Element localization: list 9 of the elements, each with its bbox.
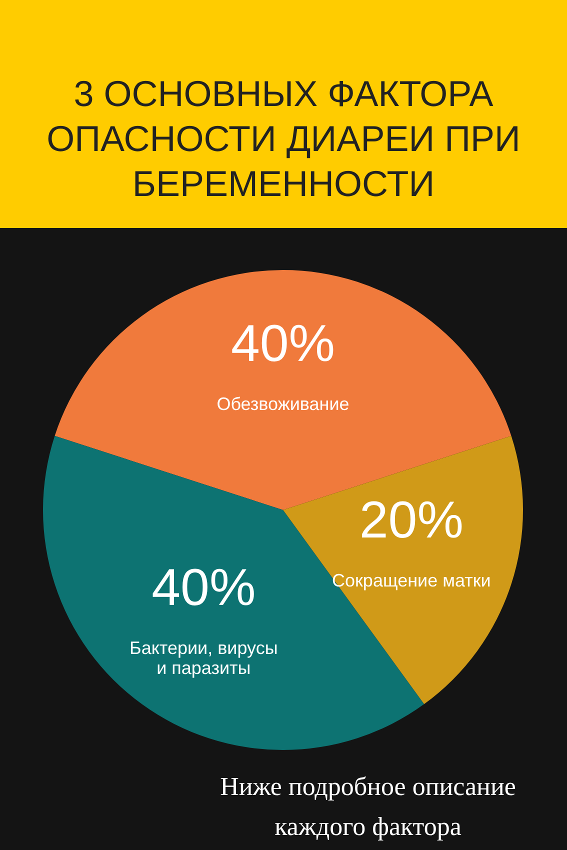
data-label: 40% <box>230 315 336 373</box>
chart-title: 3 ОСНОВНЫХ ФАКТОРА ОПАСНОСТИ ДИАРЕИ ПРИ БЕРЕМЕННОСТИ <box>46 73 520 204</box>
slice-label: Бактерии, вирусы и паразиты <box>130 638 278 678</box>
pie-slice <box>283 436 523 704</box>
data-label: 20% <box>359 492 464 550</box>
slice-label: Сокращение матки <box>332 570 491 591</box>
data-label: 40% <box>152 559 256 618</box>
slice-label: Обезвоживание <box>216 394 350 414</box>
text: Ниже подробное описание каждого фактора <box>220 772 516 841</box>
